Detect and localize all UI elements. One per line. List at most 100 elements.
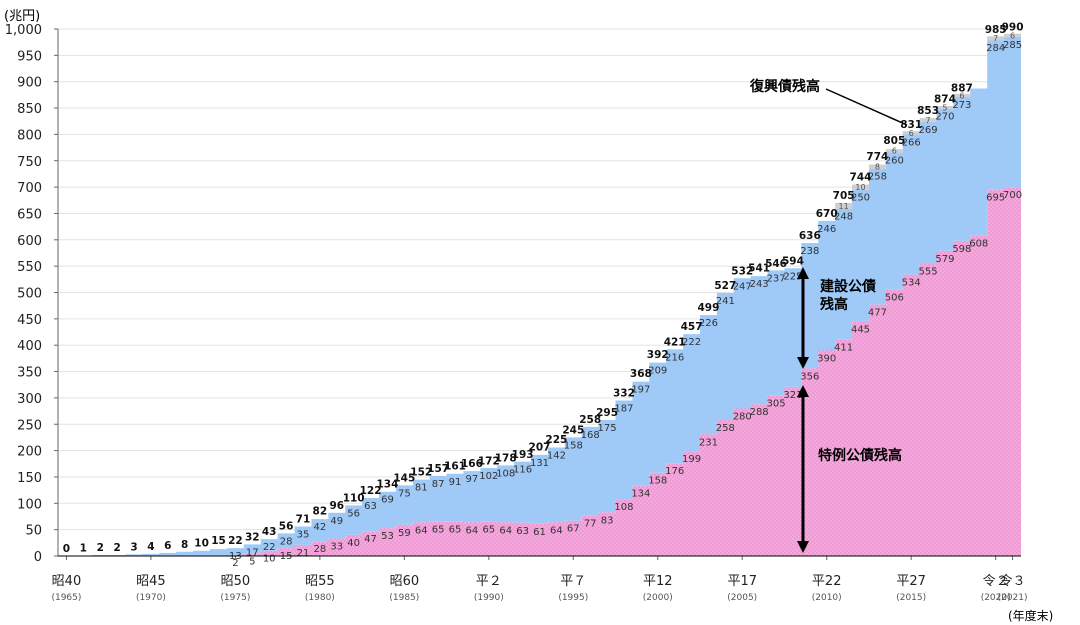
series-0-value-label: 15 <box>280 551 293 562</box>
annotation-special-bond: 特例公債残高 <box>818 447 902 464</box>
total-value-label: 853 <box>917 105 939 117</box>
x-tick-year-label: (2005) <box>727 593 757 603</box>
total-value-label: 96 <box>329 500 344 512</box>
total-value-label: 3 <box>130 541 137 553</box>
total-value-label: 32 <box>245 531 260 543</box>
x-tick-year-label: (1975) <box>220 593 250 603</box>
series-0-value-label: 280 <box>733 411 752 422</box>
total-value-label: 541 <box>748 263 770 275</box>
total-value-label: 527 <box>714 280 736 292</box>
total-value-label: 332 <box>613 388 635 400</box>
y-tick-label: 350 <box>17 366 42 381</box>
series-0-value-label: 231 <box>699 437 718 448</box>
series-0-value-label: 64 <box>415 525 428 536</box>
series-2-value-label: 6 <box>1010 31 1015 40</box>
total-value-label: 0 <box>63 543 70 555</box>
series-1-value-label: 248 <box>834 212 853 223</box>
x-axis-ticks: 昭40 (1965) 昭45 (1970) 昭50 (1975) 昭55 (1980) 昭60 (… <box>51 556 1028 603</box>
series-1-value-label: 108 <box>496 468 515 479</box>
total-value-label: 207 <box>529 441 551 453</box>
y-tick-label: 300 <box>17 392 42 407</box>
series-1-value-label: 246 <box>817 224 836 235</box>
y-tick-label: 450 <box>17 313 42 328</box>
x-tick-year-label: (2021) <box>998 593 1028 603</box>
series-1-value-label: 284 <box>986 43 1005 54</box>
x-tick-year-label: (2015) <box>896 593 926 603</box>
construction-bond-range-arrow <box>797 267 809 369</box>
x-tick-era-label: 平17 <box>727 574 757 589</box>
series-0-value-label: 64 <box>466 525 479 536</box>
x-tick-year-label: (2000) <box>643 593 673 603</box>
series-0-value-label: 67 <box>567 524 580 535</box>
total-value-label: 82 <box>313 506 328 518</box>
series-1-value-label: 17 <box>246 547 259 558</box>
total-value-label: 392 <box>647 349 669 361</box>
x-tick-era-label: 令３ <box>1000 574 1026 589</box>
total-value-label: 2 <box>113 542 120 554</box>
series-0-value-label: 158 <box>648 476 667 487</box>
series-1-value-label: 225 <box>783 271 802 282</box>
total-value-label: 43 <box>262 526 277 538</box>
series-0-value-label: 411 <box>834 342 853 353</box>
total-value-label: 2 <box>97 542 104 554</box>
total-value-label: 774 <box>866 151 888 163</box>
x-tick-era-label: 平12 <box>643 574 673 589</box>
series-0-value-label: 59 <box>398 528 411 539</box>
series-2-value-label: 10 <box>855 183 865 192</box>
total-value-label: 145 <box>393 472 415 484</box>
y-tick-label: 550 <box>17 260 42 275</box>
total-value-label: 15 <box>211 535 226 547</box>
series-1-value-label: 197 <box>631 385 650 396</box>
series-0-value-label: 199 <box>682 454 701 465</box>
area-series-1 <box>58 36 1021 556</box>
series-1-value-label: 269 <box>919 125 938 136</box>
total-value-label: 157 <box>427 463 449 475</box>
series-0-value-label: 10 <box>263 554 276 565</box>
annotation-construction-bond-line1: 建設公債 <box>820 278 876 295</box>
total-value-label: 705 <box>833 190 855 202</box>
x-tick-era-label: 昭40 <box>52 574 82 589</box>
series-0-value-label: 47 <box>364 534 377 545</box>
series-2-value-label: 8 <box>875 163 880 172</box>
series-1-value-label: 142 <box>547 450 566 461</box>
total-value-label: 744 <box>850 171 872 183</box>
series-1-value-label: 222 <box>682 337 701 348</box>
series-2-value-label: 7 <box>993 34 998 43</box>
series-1-value-label: 75 <box>398 488 411 499</box>
series-1-value-label: 216 <box>665 352 684 363</box>
series-0-value-label: 321 <box>783 390 802 401</box>
series-0-value-label: 83 <box>601 515 614 526</box>
series-0-value-label: 63 <box>516 526 529 537</box>
series-1-value-label: 250 <box>851 193 870 204</box>
x-tick-year-label: (1995) <box>558 593 588 603</box>
series-1-value-label: 158 <box>564 440 583 451</box>
series-1-value-label: 260 <box>885 155 904 166</box>
series-0-value-label: 108 <box>614 502 633 513</box>
total-value-label: 457 <box>681 321 703 333</box>
annotation-recovery-pointer <box>825 88 908 126</box>
series-0-value-label: 21 <box>297 548 310 559</box>
total-value-label: 122 <box>360 485 382 497</box>
total-value-label: 225 <box>545 434 567 446</box>
series-0-value-label: 534 <box>902 278 921 289</box>
series-0-value-label: 65 <box>482 525 495 536</box>
y-tick-label: 250 <box>17 418 42 433</box>
total-value-label: 110 <box>343 492 365 504</box>
x-tick-era-label: 昭45 <box>136 574 166 589</box>
total-value-label: 166 <box>461 458 483 470</box>
series-1-value-label: 81 <box>415 483 428 494</box>
y-tick-label: 50 <box>25 524 42 539</box>
series-0-value-label: 5 <box>249 556 255 567</box>
series-1-value-label: 28 <box>280 536 293 547</box>
total-value-label: 1 <box>80 542 87 554</box>
x-tick-era-label: 昭55 <box>305 574 335 589</box>
total-value-label: 368 <box>630 368 652 380</box>
series-1-value-label: 102 <box>479 471 498 482</box>
total-value-label: 499 <box>697 302 719 314</box>
series-1-value-label: 42 <box>314 522 327 533</box>
total-value-label: 990 <box>1002 21 1024 33</box>
x-tick-era-label: 平27 <box>896 574 926 589</box>
y-tick-label: 0 <box>34 550 42 565</box>
series-1-value-label: 131 <box>530 458 549 469</box>
